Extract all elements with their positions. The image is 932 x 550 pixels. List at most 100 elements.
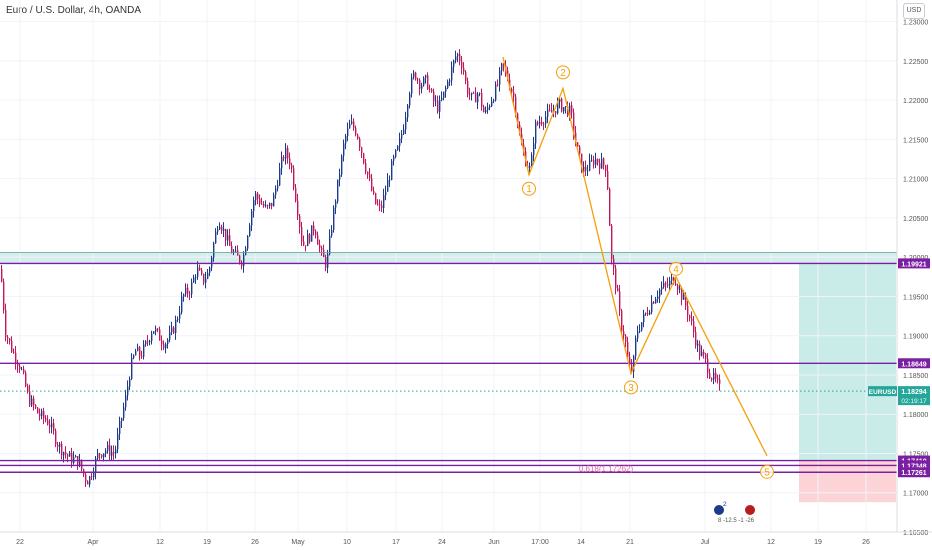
candle-body <box>685 294 687 306</box>
candle-body <box>225 228 227 241</box>
candle-body <box>29 391 31 406</box>
candle-body <box>533 143 535 156</box>
candle-body <box>607 171 609 189</box>
candle-body <box>459 54 461 62</box>
candle-body <box>651 302 653 313</box>
candle-body <box>155 328 157 332</box>
x-tick-label: 17 <box>392 539 400 546</box>
candle-body <box>263 204 265 207</box>
symbol-label: EURUSD <box>869 389 897 396</box>
candle-body <box>595 159 597 165</box>
x-tick-label: 24 <box>438 539 446 546</box>
candle-body <box>519 124 521 135</box>
candle-body <box>581 153 583 172</box>
candle-body <box>503 63 505 66</box>
candle-body <box>31 398 33 406</box>
candle-body <box>597 159 599 163</box>
candle-body <box>385 191 387 196</box>
candle-body <box>431 89 433 92</box>
candle-body <box>343 143 345 156</box>
candle-body <box>611 225 613 259</box>
candle-body <box>531 155 533 166</box>
wave-path <box>502 56 768 457</box>
candle-body <box>17 362 19 366</box>
candle-body <box>133 355 135 358</box>
candle-body <box>37 407 39 414</box>
candle-body <box>543 123 545 125</box>
candle-body <box>321 247 323 250</box>
level-price-tag <box>898 467 930 478</box>
candle-body <box>99 453 101 455</box>
candle-body <box>411 77 413 94</box>
candle-body <box>169 332 171 340</box>
candle-body <box>325 257 327 268</box>
candle-body <box>315 231 317 236</box>
candle-body <box>401 133 403 139</box>
candle-body <box>211 257 213 268</box>
wave-label-circle <box>556 65 570 80</box>
candle-body <box>165 344 167 349</box>
candle-body <box>569 105 571 116</box>
candle-body <box>367 171 369 175</box>
candle-body <box>159 329 161 341</box>
levels-layer <box>0 252 897 473</box>
candle-body <box>53 423 55 431</box>
candle-body <box>171 327 173 333</box>
candle-body <box>717 378 719 380</box>
candle-body <box>697 343 699 346</box>
candle-body <box>205 278 207 283</box>
chart-title: Euro / U.S. Dollar, 4h, OANDA <box>6 5 142 16</box>
candle-body <box>589 160 591 171</box>
y-tick-label: 1.22000 <box>903 98 928 105</box>
candles-layer <box>1 49 721 488</box>
currency-button[interactable]: USD <box>903 3 925 19</box>
candle-body <box>183 294 185 297</box>
candle-body <box>3 281 5 310</box>
x-tick-label: 26 <box>251 539 259 546</box>
candle-body <box>565 106 567 108</box>
candle-body <box>579 146 581 154</box>
x-tick-label: 26 <box>862 539 870 546</box>
candle-body <box>467 80 469 95</box>
candle-body <box>39 413 41 417</box>
candle-body <box>443 91 445 98</box>
candle-body <box>357 134 359 139</box>
candle-body <box>279 168 281 186</box>
y-tick-label: 1.18000 <box>903 412 928 419</box>
candle-body <box>309 234 311 242</box>
candle-body <box>289 158 291 166</box>
candle-body <box>129 379 131 387</box>
candle-body <box>617 288 619 292</box>
candle-body <box>615 268 617 289</box>
candle-body <box>235 250 237 252</box>
candle-body <box>305 245 307 247</box>
candle-body <box>97 453 99 459</box>
current-price-tag <box>898 386 930 406</box>
candle-body <box>499 70 501 85</box>
event-marker-icon <box>714 505 724 515</box>
candle-body <box>547 109 549 117</box>
level-price-tag <box>898 460 930 471</box>
candle-body <box>45 418 47 421</box>
candle-body <box>705 354 707 359</box>
candle-body <box>141 355 143 357</box>
candle-body <box>447 81 449 89</box>
candle-body <box>285 148 287 159</box>
candle-body <box>317 235 319 245</box>
candle-body <box>671 277 673 281</box>
candle-body <box>563 107 565 112</box>
candle-body <box>493 100 495 102</box>
level-price-label: 1.17261 <box>901 470 926 477</box>
candle-body <box>371 178 373 191</box>
candle-body <box>487 107 489 110</box>
candle-body <box>151 333 153 341</box>
candle-body <box>451 66 453 81</box>
candle-body <box>89 476 91 485</box>
fib-annotation: 0.618(1.17262) <box>579 465 634 474</box>
candle-body <box>249 225 251 237</box>
candle-body <box>111 452 113 456</box>
candle-body <box>67 454 69 457</box>
candle-body <box>609 188 611 226</box>
